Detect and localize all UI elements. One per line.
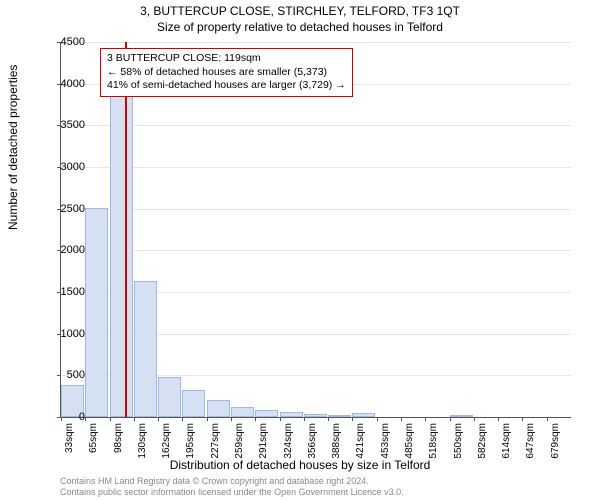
y-tick-label: 4500 [45, 36, 85, 48]
x-tick-label: 421sqm [355, 423, 366, 473]
x-tick-label: 614sqm [501, 423, 512, 473]
x-tick-label: 65sqm [88, 423, 99, 473]
y-tick-label: 1000 [45, 328, 85, 340]
x-tick-label: 162sqm [161, 423, 172, 473]
x-tick-label: 388sqm [331, 423, 342, 473]
x-tick-label: 518sqm [428, 423, 439, 473]
gridline [61, 125, 571, 126]
histogram-bar [85, 208, 108, 417]
histogram-bar [134, 281, 157, 417]
histogram-bar [255, 410, 278, 417]
histogram-bar [231, 407, 254, 417]
footer-line2: Contains public sector information licen… [60, 487, 404, 498]
x-tick-label: 485sqm [404, 423, 415, 473]
histogram-bar [328, 415, 351, 418]
gridline [61, 167, 571, 168]
footer-attribution: Contains HM Land Registry data © Crown c… [60, 476, 404, 498]
x-tick-label: 259sqm [234, 423, 245, 473]
y-axis-label: Number of detached properties [6, 65, 20, 230]
footer-line1: Contains HM Land Registry data © Crown c… [60, 476, 404, 487]
property-marker-line [125, 42, 127, 417]
x-tick-label: 195sqm [185, 423, 196, 473]
histogram-bar [110, 85, 133, 417]
x-tick-label: 453sqm [380, 423, 391, 473]
annotation-line3: 41% of semi-detached houses are larger (… [107, 79, 346, 93]
x-tick-label: 33sqm [64, 423, 75, 473]
y-tick-label: 1500 [45, 286, 85, 298]
x-tick-label: 98sqm [113, 423, 124, 473]
x-tick-label: 550sqm [453, 423, 464, 473]
x-tick-label: 291sqm [258, 423, 269, 473]
chart-title-address: 3, BUTTERCUP CLOSE, STIRCHLEY, TELFORD, … [0, 4, 600, 18]
annotation-line2: ← 58% of detached houses are smaller (5,… [107, 66, 346, 80]
histogram-bar [158, 377, 181, 417]
histogram-bar [182, 390, 205, 418]
x-tick-label: 130sqm [137, 423, 148, 473]
gridline [61, 42, 571, 43]
chart-title-desc: Size of property relative to detached ho… [0, 20, 600, 34]
histogram-bar [450, 415, 473, 417]
x-tick-label: 227sqm [210, 423, 221, 473]
x-tick-label: 679sqm [550, 423, 561, 473]
y-tick-label: 4000 [45, 78, 85, 90]
histogram-bar [280, 412, 303, 417]
y-tick-label: 2000 [45, 244, 85, 256]
histogram-bar [207, 400, 230, 417]
y-tick-label: 500 [45, 369, 85, 381]
histogram-bar [352, 413, 375, 417]
gridline [61, 250, 571, 251]
y-tick-label: 3500 [45, 119, 85, 131]
x-tick-label: 356sqm [307, 423, 318, 473]
x-tick-label: 324sqm [283, 423, 294, 473]
plot-area [60, 42, 571, 418]
marker-annotation: 3 BUTTERCUP CLOSE: 119sqm ← 58% of detac… [100, 48, 353, 97]
y-tick-label: 3000 [45, 161, 85, 173]
y-tick-label: 2500 [45, 203, 85, 215]
x-tick-label: 647sqm [525, 423, 536, 473]
gridline [61, 209, 571, 210]
y-tick-label: 0 [45, 411, 85, 423]
annotation-line1: 3 BUTTERCUP CLOSE: 119sqm [107, 52, 346, 66]
histogram-bar [304, 414, 327, 417]
x-tick-label: 582sqm [477, 423, 488, 473]
